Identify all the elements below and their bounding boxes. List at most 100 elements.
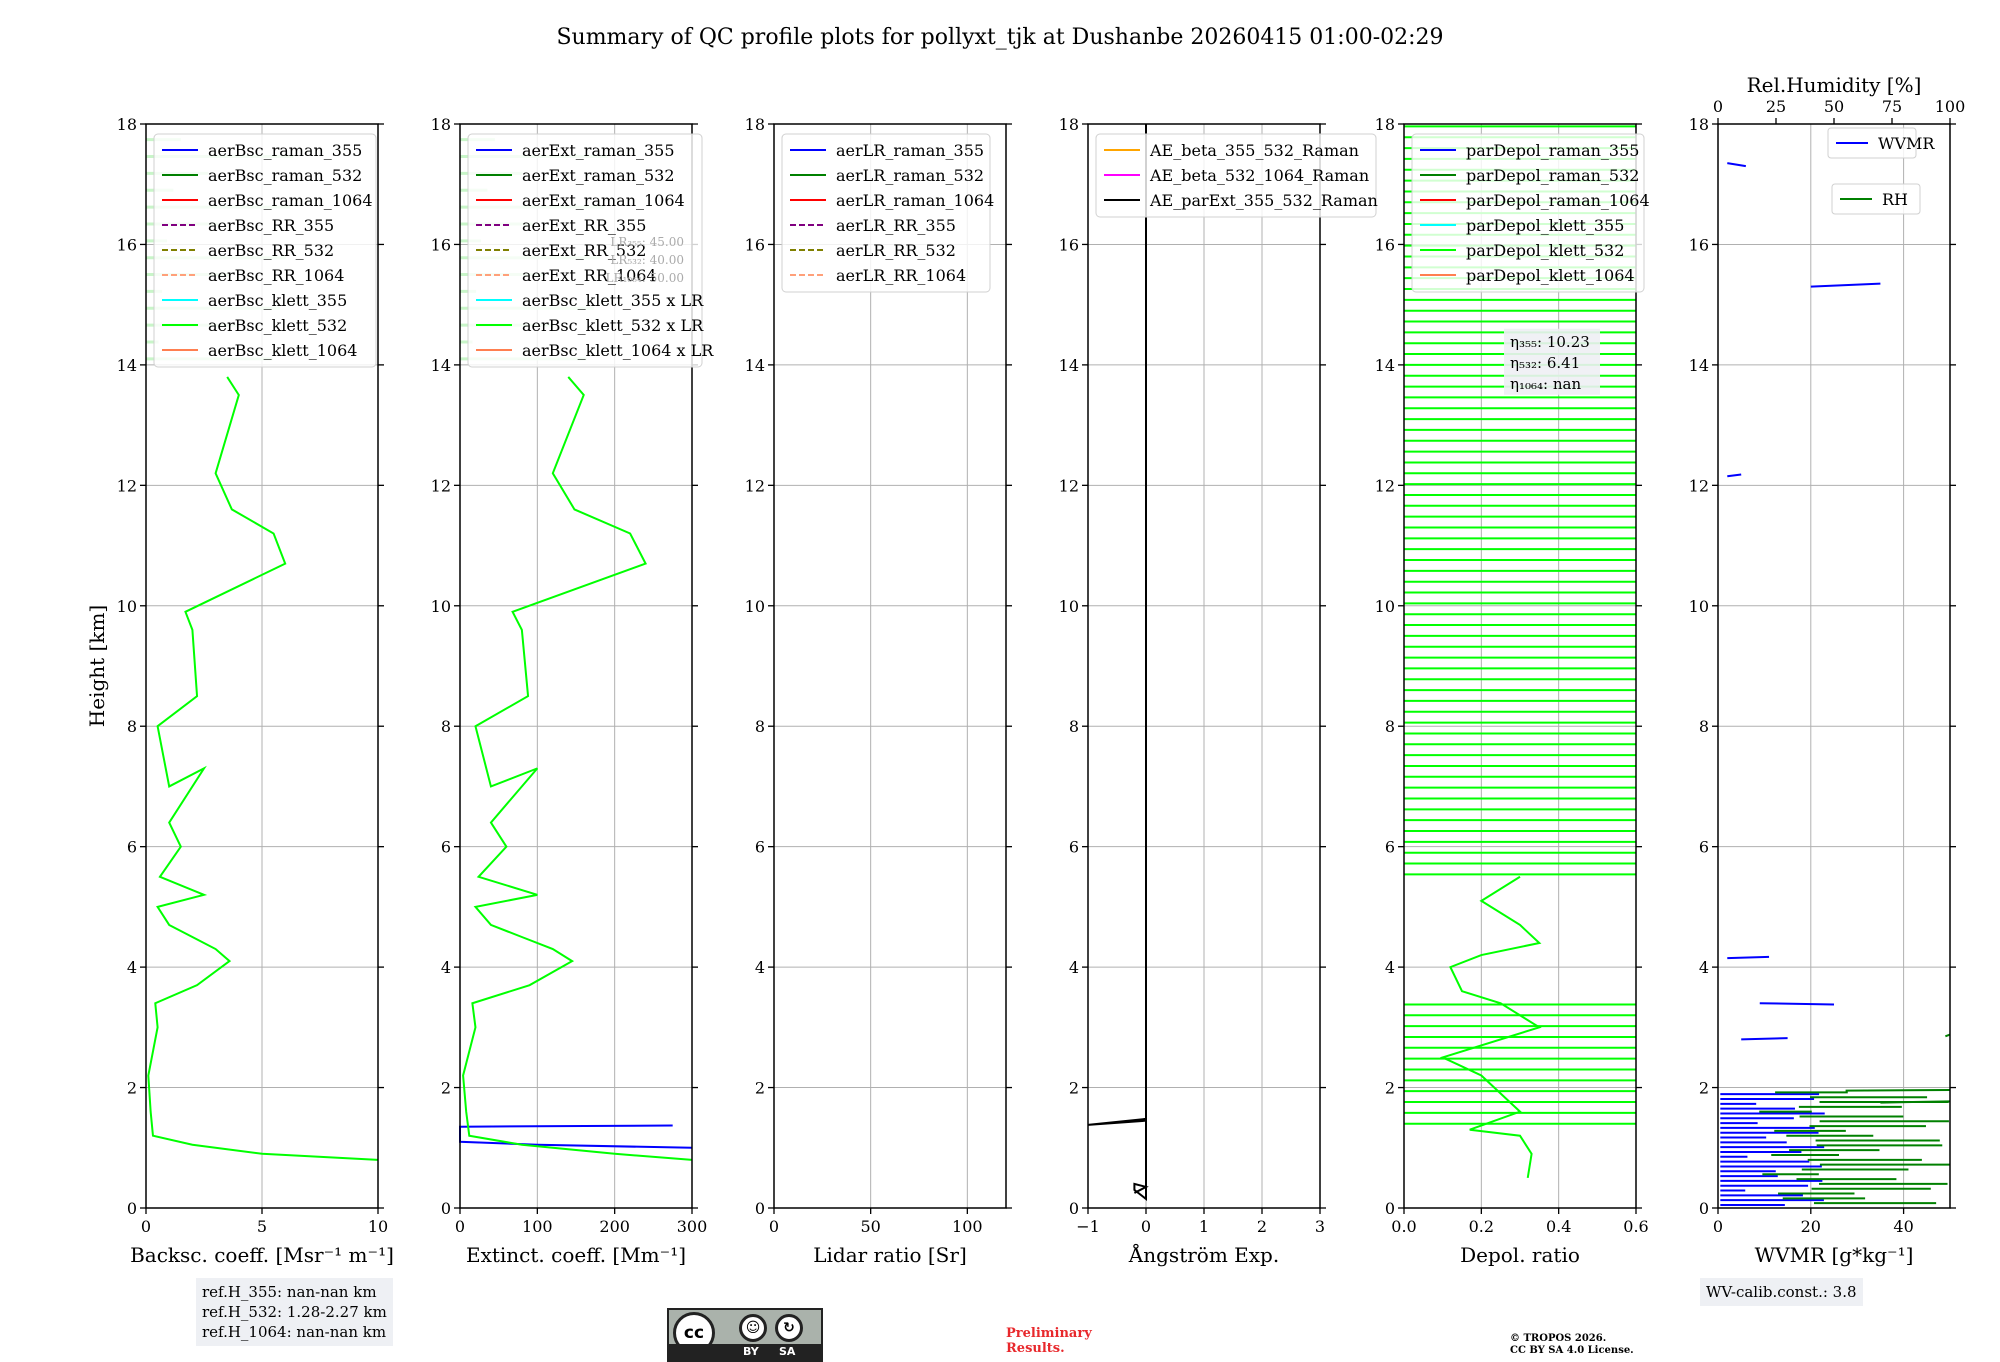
y-tick-label: 6 [441,838,451,857]
legend-entry: parDepol_klett_355 [1466,216,1624,235]
x-axis-label: WVMR [g*kg⁻¹] [1755,1243,1914,1267]
y-tick-label: 10 [1689,597,1709,616]
axes-frame [773,123,1007,1209]
legend-entry: aerBsc_klett_532 x LR [522,316,704,335]
legend-entry: WVMR [1878,134,1935,153]
legend-entry: AE_beta_532_1064_Raman [1149,166,1369,185]
legend-entry: aerLR_raman_355 [836,141,984,160]
y-tick-label: 18 [1375,115,1395,134]
y-tick-label: 6 [1699,838,1709,857]
legend-entry: aerExt_RR_355 [522,216,646,235]
legend: aerLR_raman_355 aerLR_raman_532 aerLR_rama… [781,133,994,293]
legend-entry: parDepol_klett_532 [1466,241,1624,260]
x2-tick-label: 100 [1935,97,1966,116]
y-tick-label: 18 [431,115,451,134]
y-tick-label: 4 [1699,958,1709,977]
legend-entry: RH [1882,190,1908,209]
wvmr-segment [1741,1037,1788,1041]
x-tick-label: 100 [952,1217,983,1236]
legend-box [781,133,991,293]
legend-box [1827,127,1917,159]
x-tick-label: 0.4 [1546,1217,1571,1236]
legend: AE_beta_355_532_Raman AE_beta_532_1064_Ra… [1095,133,1378,218]
y-tick-label: 8 [441,717,451,736]
legend-entry: parDepol_klett_1064 [1466,266,1635,285]
x-tick-label: 2 [1257,1217,1267,1236]
y-tick-label: 0 [1699,1199,1709,1218]
cc-license-badge: cc ☺ ↻ BY SA [667,1308,823,1362]
y-tick-label: 4 [441,958,451,977]
x-tick-label: 1 [1199,1217,1209,1236]
legend: aerExt_raman_355 aerExt_raman_532 aerExt_r… [467,133,714,368]
x2-tick-label: 0 [1713,97,1723,116]
legend-entry: aerBsc_RR_532 [208,241,334,260]
panel-extinction: 0 100 200 300 0 2 4 6 8 10 12 14 16 18 Extinct. coeff.… [431,115,715,1267]
copyright-note: © TROPOS 2026. CC BY SA 4.0 License. [1510,1333,1634,1357]
eta-label: η₅₃₂: 6.41 [1510,354,1580,372]
y-tick-label: 0 [441,1199,451,1218]
axes-frame [459,123,693,1209]
series-parDepol_klett_532_profile [1439,875,1542,1179]
legend: aerBsc_raman_355 aerBsc_raman_532 aerBsc_r… [153,133,377,368]
y-tick-label: 14 [1689,356,1709,375]
y-tick-label: 8 [1385,717,1395,736]
wvmr-segment [1759,1002,1835,1006]
wvmr-segment [1810,282,1881,288]
y-tick-label: 4 [755,958,765,977]
x-tick-label: 10 [368,1217,388,1236]
y-tick-label: 14 [1059,356,1079,375]
x-tick-label: 0.2 [1469,1217,1494,1236]
x-tick-label: 3 [1315,1217,1325,1236]
y-tick-label: 0 [1069,1199,1079,1218]
x-axis-label: Depol. ratio [1460,1243,1580,1267]
y-tick-label: 12 [745,476,765,495]
series-aerBsc_klett_532 [147,376,379,1161]
lidar-ratio-label: LR₅₃₂: 40.00 [610,253,684,267]
y-tick-label: 6 [1385,838,1395,857]
y-tick-label: 12 [117,476,137,495]
x2-axis-label: Rel.Humidity [%] [1747,73,1922,97]
legend-entry: aerExt_RR_1064 [522,266,657,285]
series-AE_parExt_355_532_Raman [1087,124,1149,1202]
legend-box [1411,133,1645,293]
x2-tick-label: 50 [1824,97,1844,116]
x-axis-label: Backsc. coeff. [Msr⁻¹ m⁻¹] [130,1243,394,1267]
legend-entry: aerExt_raman_355 [522,141,675,160]
y-tick-label: 8 [1069,717,1079,736]
legend-WVMR: WVMR [1827,127,1935,159]
share-alike-icon: ↻ [775,1314,803,1342]
x-tick-label: 200 [599,1217,630,1236]
y-tick-label: 8 [755,717,765,736]
eta-box [1504,328,1600,395]
y-tick-label: 18 [745,115,765,134]
cc-license-bar: BY SA [669,1344,821,1360]
y-tick-label: 10 [431,597,451,616]
y-tick-label: 4 [1385,958,1395,977]
legend-entry: aerLR_raman_1064 [836,191,994,210]
legend-entry: aerExt_raman_1064 [522,191,685,210]
legend-entry: aerLR_RR_532 [836,241,956,260]
legend-entry: aerBsc_raman_532 [208,166,362,185]
legend-entry: aerBsc_RR_1064 [208,266,344,285]
y-tick-label: 14 [1375,356,1395,375]
legend-entry: aerBsc_klett_1064 [208,341,357,360]
legend-entry: aerExt_raman_532 [522,166,675,185]
y-tick-label: 0 [127,1199,137,1218]
ref-height-532: ref.H_532: 1.28-2.27 km [202,1303,387,1321]
legend-entry: aerBsc_raman_355 [208,141,362,160]
axes-frame [1403,123,1637,1209]
legend: parDepol_raman_355 parDepol_raman_532 parD… [1411,133,1650,293]
legend-box [467,133,703,368]
y-axis-label: Height [km] [85,605,109,727]
y-tick-label: 8 [127,717,137,736]
legend-entry: parDepol_raman_355 [1466,141,1639,160]
x-tick-label: 300 [677,1217,708,1236]
legend-entry: aerLR_RR_1064 [836,266,966,285]
x-axis-label: Ångström Exp. [1128,1242,1279,1267]
preliminary-line-2: Results. [1006,1341,1065,1356]
x-axis-label: Extinct. coeff. [Mm⁻¹] [466,1243,686,1267]
legend-entry: AE_beta_355_532_Raman [1149,141,1359,160]
y-tick-label: 16 [431,235,451,254]
cc-by-label: BY [743,1345,759,1358]
x-tick-label: 0 [1141,1217,1151,1236]
